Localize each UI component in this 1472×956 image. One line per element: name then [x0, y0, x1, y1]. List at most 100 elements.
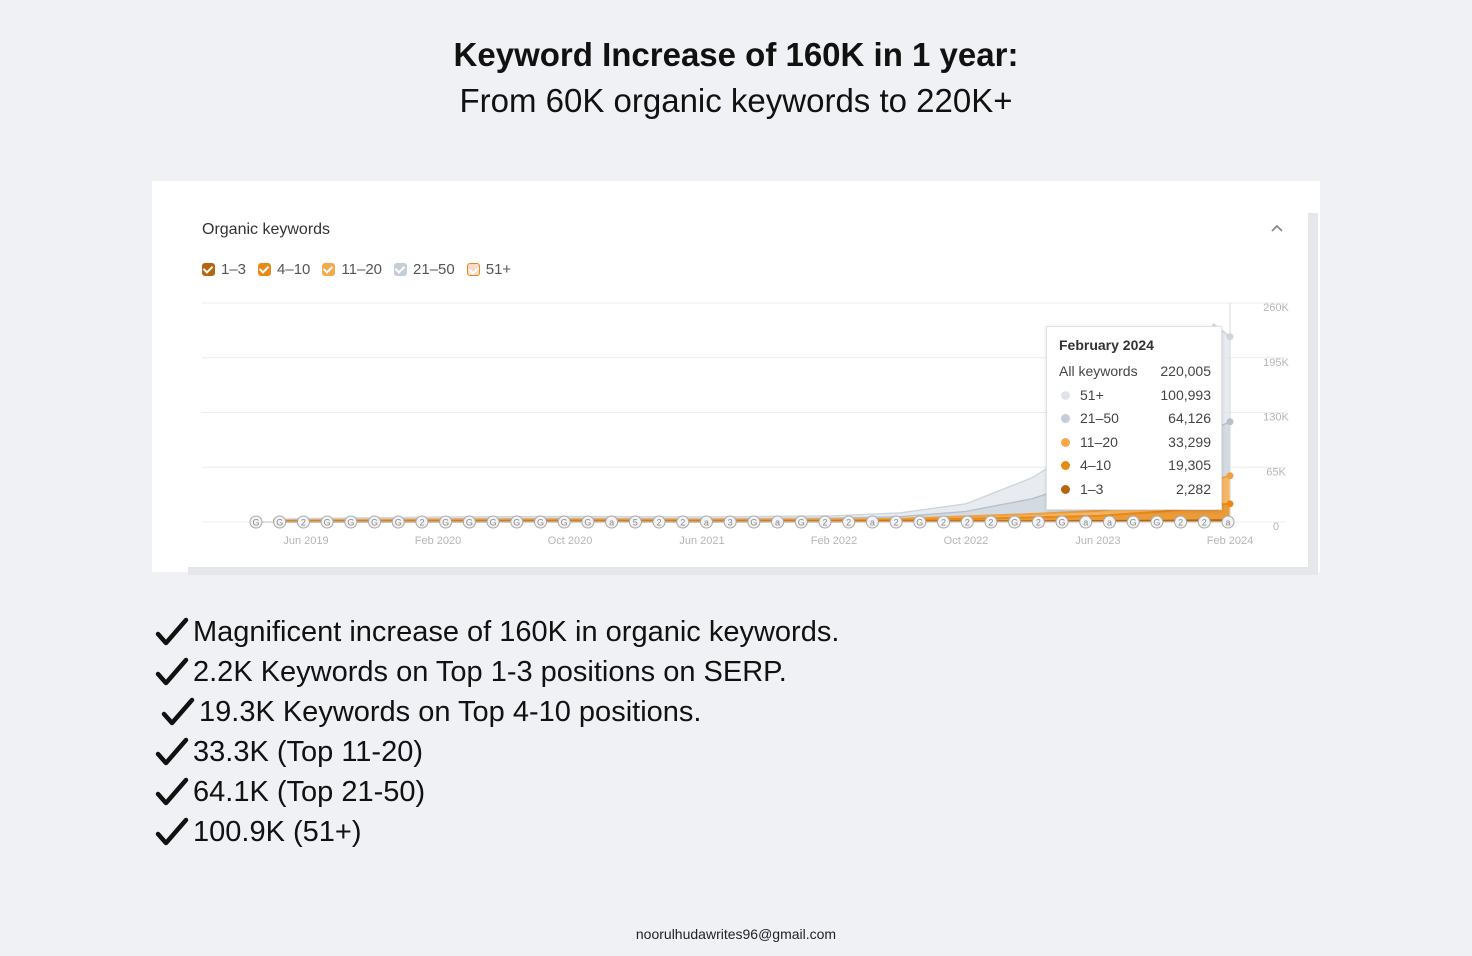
annotation-marker-label: a	[704, 518, 709, 528]
checkbox-icon[interactable]	[202, 263, 215, 276]
annotation-marker	[818, 515, 832, 529]
annotation-marker-label: G	[395, 518, 402, 528]
annotation-marker-label: G	[916, 518, 923, 528]
x-tick-label: Feb 2020	[415, 535, 461, 547]
annotation-marker-label: G	[1059, 518, 1066, 528]
checkbox-icon[interactable]	[466, 263, 480, 276]
bullet-text: Magnificent increase of 160K in organic …	[193, 615, 840, 648]
tooltip-label: 21–50	[1080, 410, 1119, 426]
checkmark-icon	[161, 697, 195, 726]
x-tick-label: Feb 2022	[811, 535, 857, 547]
bullet-text: 2.2K Keywords on Top 1-3 positions on SE…	[193, 655, 787, 688]
annotation-marker-label: G	[371, 518, 378, 528]
bullet-text: 100.9K (51+)	[193, 815, 362, 848]
annotation-marker-label: 2	[894, 518, 899, 528]
checkbox-icon[interactable]	[322, 263, 336, 276]
annotation-marker-label: 2	[1202, 518, 1207, 528]
annotation-marker	[605, 515, 619, 529]
annotation-marker	[771, 515, 785, 529]
annotation-marker	[842, 515, 856, 529]
annotation-marker-label: 2	[419, 518, 424, 528]
chart-tooltip: February 2024 All keywords 220,005 51+ 1…	[1046, 326, 1222, 510]
annotation-marker	[296, 515, 310, 529]
annotation-marker	[1150, 515, 1164, 529]
bullet-item: 2.2K Keywords on Top 1-3 positions on SE…	[155, 652, 839, 692]
annotation-marker-label: 2	[1178, 518, 1183, 528]
annotation-marker	[1008, 515, 1022, 529]
annotation-marker	[1102, 515, 1116, 529]
legend-label: 51+	[485, 261, 512, 278]
tooltip-value: 2,282	[1175, 481, 1211, 497]
legend-item-1-3[interactable]: 1–3	[202, 261, 246, 278]
annotation-marker-label: a	[1225, 518, 1230, 528]
checkbox-icon[interactable]	[394, 263, 408, 276]
annotation-marker	[368, 515, 382, 529]
checkmark-icon	[155, 777, 189, 806]
annotation-marker	[984, 515, 998, 529]
legend-item-11-20[interactable]: 11–20	[322, 261, 382, 278]
checkbox-icon[interactable]	[258, 263, 272, 276]
annotation-marker	[723, 515, 737, 529]
series-dot-icon	[1061, 460, 1070, 470]
tooltip-label: 1–3	[1080, 481, 1104, 497]
y-tick-label: 130K	[1263, 412, 1289, 424]
annotation-marker	[628, 515, 642, 529]
legend-label: 4–10	[277, 261, 311, 278]
chart-legend: 1–3 4–10 11–20 21–50 51+	[202, 261, 511, 278]
annotation-marker-label: 2	[657, 518, 662, 528]
annotation-marker	[415, 515, 429, 529]
annotation-marker-label: G	[490, 518, 497, 528]
series-dot-icon	[1061, 437, 1070, 447]
annotation-marker	[865, 515, 879, 529]
y-tick-label: 0	[1273, 521, 1279, 533]
annotation-marker-label: G	[537, 518, 544, 528]
annotation-marker	[344, 515, 358, 529]
annotation-marker	[794, 515, 808, 529]
annotation-marker	[1079, 515, 1093, 529]
chart-title: Organic keywords	[202, 221, 331, 238]
annotation-marker	[462, 515, 476, 529]
legend-item-21-50[interactable]: 21–50	[394, 261, 455, 278]
legend-item-4-10[interactable]: 4–10	[258, 261, 310, 278]
tooltip-title: February 2024	[1059, 337, 1154, 353]
legend-label: 21–50	[413, 261, 455, 278]
series-end-point	[1226, 500, 1234, 508]
annotation-marker-label: 2	[941, 518, 946, 528]
tooltip-row-all: All keywords 220,005	[1059, 361, 1211, 381]
annotation-marker-label: 2	[822, 518, 827, 528]
legend-item-51-plus[interactable]: 51+	[466, 261, 512, 278]
annotation-marker	[320, 515, 334, 529]
x-tick-label: Jun 2023	[1075, 535, 1120, 547]
annotation-marker	[391, 515, 405, 529]
annotation-marker-label: G	[442, 518, 449, 528]
chevron-up-icon[interactable]	[1268, 219, 1286, 237]
y-tick-label: 260K	[1263, 302, 1289, 314]
annotation-marker-label: G	[1011, 518, 1018, 528]
annotation-marker	[889, 515, 903, 529]
annotation-marker	[960, 515, 974, 529]
chart-panel: Organic keywords 1–3 4–10 11–20 21–50	[188, 213, 1318, 575]
annotation-marker	[249, 515, 263, 529]
tooltip-label: 4–10	[1080, 457, 1112, 473]
annotation-marker	[937, 515, 951, 529]
annotation-marker	[439, 515, 453, 529]
annotation-marker-label: 2	[680, 518, 685, 528]
footer-email: noorulhudawrites96@gmail.com	[635, 926, 837, 942]
chart-card: Organic keywords 1–3 4–10 11–20 21–50	[152, 181, 1320, 575]
checkmark-icon	[155, 657, 189, 686]
annotation-marker	[486, 515, 500, 529]
checkmark-icon	[155, 817, 189, 846]
annotation-marker-label: G	[750, 518, 757, 528]
annotation-marker-label: 3	[728, 518, 733, 528]
annotation-marker	[1197, 515, 1211, 529]
annotation-marker	[1221, 515, 1235, 529]
annotation-marker	[1174, 515, 1188, 529]
tooltip-row-1-3: 1–3 2,282	[1059, 479, 1211, 499]
series-end-point	[1226, 333, 1234, 341]
annotation-marker-label: G	[1130, 518, 1137, 528]
annotation-marker-label: G	[347, 518, 354, 528]
tooltip-row-51-plus: 51+ 100,993	[1059, 385, 1211, 405]
bullet-text: 33.3K (Top 11-20)	[193, 735, 423, 768]
tooltip-value: 220,005	[1160, 363, 1211, 379]
annotation-marker-label: a	[775, 518, 780, 528]
